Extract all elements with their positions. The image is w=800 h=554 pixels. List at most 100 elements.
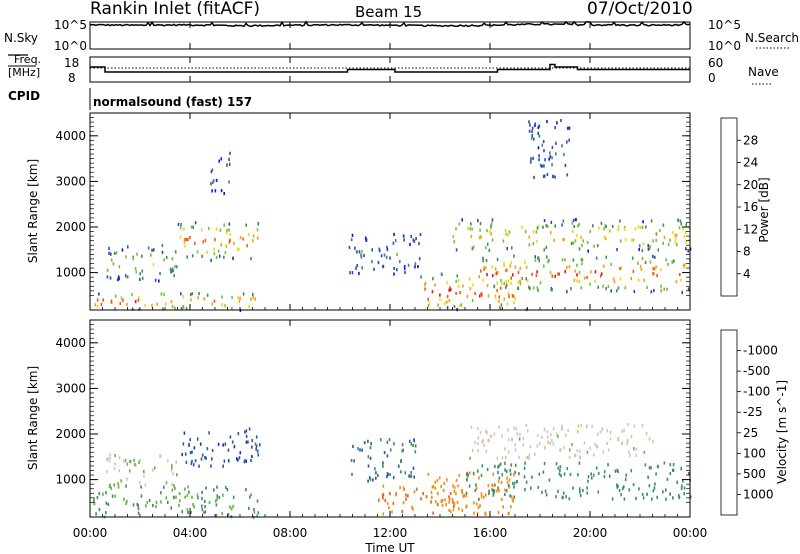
velocity-cell: [135, 463, 137, 467]
power-cell: [147, 246, 150, 250]
velocity-cell: [414, 444, 417, 448]
power-cell: [578, 222, 580, 227]
velocity-cell: [618, 488, 621, 493]
velocity-cell: [466, 478, 468, 482]
power-cell: [640, 267, 643, 271]
velocity-cell: [609, 437, 612, 441]
power-cell: [528, 129, 531, 133]
power-cell: [507, 233, 510, 237]
velocity-cell: [205, 486, 207, 490]
power-cell: [576, 273, 578, 277]
power-cell: [545, 245, 548, 249]
velocity-cell: [509, 472, 512, 476]
velocity-cell: [506, 480, 509, 484]
velocity-cell: [133, 463, 136, 467]
power-cell: [680, 278, 682, 282]
velocity-cell: [216, 494, 219, 498]
velocity-cell: [491, 487, 493, 491]
velocity-cell: [255, 435, 258, 439]
velocity-cell: [182, 442, 185, 446]
range-tick-label: 4000: [55, 129, 86, 143]
power-cell: [488, 230, 491, 234]
power-cell: [213, 299, 216, 303]
velocity-cell: [559, 465, 562, 469]
velocity-cell: [620, 493, 622, 497]
power-cell: [544, 158, 546, 162]
velocity-cell: [432, 485, 435, 489]
power-cell: [232, 256, 234, 261]
power-cell: [500, 303, 503, 307]
velocity-cell: [204, 505, 206, 509]
power-cell: [144, 304, 147, 308]
power-cell: [182, 305, 184, 310]
velocity-cell: [536, 444, 539, 448]
velocity-cell: [579, 493, 582, 497]
power-cell: [496, 281, 498, 285]
velocity-cell: [595, 466, 598, 470]
power-cell: [201, 254, 203, 258]
power-cell: [418, 257, 421, 261]
power-cell: [510, 276, 512, 280]
power-cell: [396, 252, 398, 256]
power-cell: [419, 232, 422, 237]
power-cell: [355, 266, 357, 270]
colorbar-tick-label: 12: [743, 222, 758, 236]
power-cell: [574, 239, 577, 243]
power-cell: [172, 269, 174, 273]
power-cell: [662, 223, 665, 227]
power-cell: [600, 274, 602, 278]
power-cell: [407, 263, 410, 267]
power-cell: [215, 227, 218, 231]
power-cell: [220, 157, 223, 161]
velocity-cell: [393, 442, 395, 446]
power-cell: [231, 295, 233, 299]
power-cell: [470, 234, 473, 238]
power-cell: [508, 295, 510, 299]
velocity-cell: [593, 453, 595, 457]
velocity-cell: [248, 427, 251, 431]
power-cell: [497, 271, 499, 275]
power-cell: [581, 262, 583, 266]
velocity-cell: [504, 492, 506, 497]
velocity-cell: [175, 495, 177, 499]
velocity-cell: [585, 425, 588, 429]
velocity-cell: [509, 494, 511, 498]
velocity-cell: [201, 490, 203, 494]
velocity-cell: [457, 507, 460, 511]
power-panel-frame: [89, 112, 691, 311]
power-cell: [224, 304, 226, 308]
power-cell: [620, 239, 622, 243]
cpid-label: CPID: [8, 89, 40, 103]
power-cell: [446, 294, 449, 299]
velocity-cell: [543, 427, 546, 431]
velocity-cell: [550, 432, 552, 437]
velocity-cell: [680, 467, 682, 471]
power-cell: [439, 293, 441, 297]
power-cell: [529, 286, 531, 291]
power-cell: [459, 303, 461, 308]
power-cell: [190, 298, 192, 302]
velocity-cell: [555, 432, 558, 436]
power-cell: [486, 242, 489, 246]
power-cell: [484, 266, 487, 270]
colorbar-tick-label: -500: [743, 364, 770, 378]
power-cell: [684, 230, 687, 234]
velocity-cell: [175, 460, 177, 464]
power-cell: [363, 253, 365, 258]
power-cell: [675, 280, 678, 284]
power-cell: [118, 265, 121, 269]
power-cell: [164, 302, 167, 306]
power-cell: [350, 238, 353, 242]
velocity-cell: [117, 482, 119, 486]
power-cell: [115, 251, 118, 255]
velocity-cell: [630, 435, 633, 439]
velocity-cell: [443, 481, 445, 485]
power-cell: [196, 250, 199, 254]
power-cell: [134, 300, 137, 304]
velocity-cell: [497, 470, 499, 474]
power-cell: [456, 274, 459, 278]
velocity-cell: [638, 487, 640, 491]
velocity-cell: [152, 468, 154, 472]
velocity-cell: [635, 496, 637, 501]
velocity-cell: [477, 449, 479, 453]
